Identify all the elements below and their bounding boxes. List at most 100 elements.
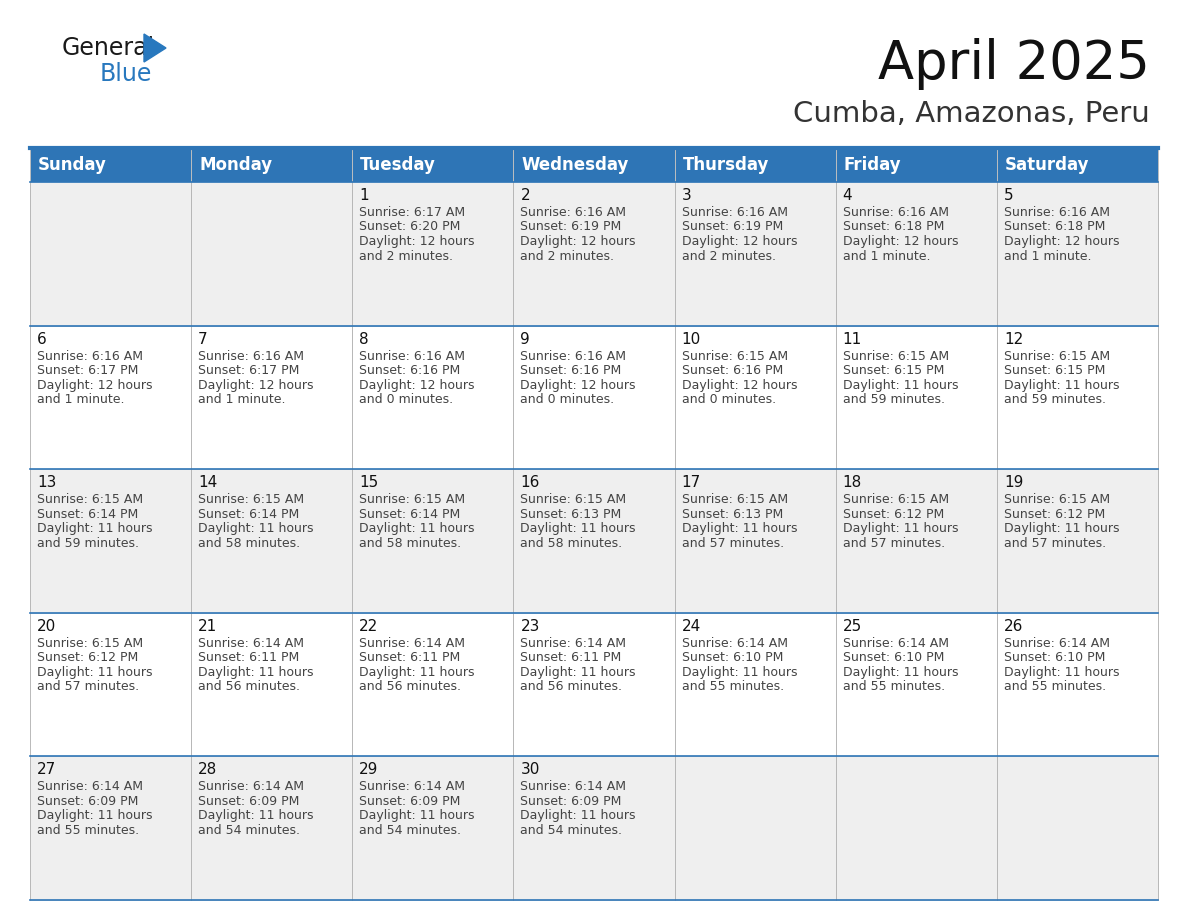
FancyBboxPatch shape [30,469,191,613]
Text: Daylight: 11 hours: Daylight: 11 hours [842,666,959,678]
Text: and 58 minutes.: and 58 minutes. [359,537,461,550]
Text: and 57 minutes.: and 57 minutes. [842,537,944,550]
Text: and 55 minutes.: and 55 minutes. [37,823,139,837]
FancyBboxPatch shape [675,326,835,469]
Text: and 56 minutes.: and 56 minutes. [520,680,623,693]
Text: Sunset: 6:20 PM: Sunset: 6:20 PM [359,220,461,233]
Text: Sunset: 6:18 PM: Sunset: 6:18 PM [1004,220,1105,233]
Text: 30: 30 [520,763,539,778]
FancyBboxPatch shape [997,613,1158,756]
Text: Thursday: Thursday [683,156,769,174]
Text: Sunset: 6:12 PM: Sunset: 6:12 PM [37,651,138,665]
Text: Sunset: 6:16 PM: Sunset: 6:16 PM [520,364,621,377]
Text: Daylight: 11 hours: Daylight: 11 hours [520,810,636,823]
FancyBboxPatch shape [30,182,191,326]
FancyBboxPatch shape [513,756,675,900]
Text: and 56 minutes.: and 56 minutes. [198,680,301,693]
Text: 3: 3 [682,188,691,203]
Text: and 57 minutes.: and 57 minutes. [1004,537,1106,550]
Text: Sunrise: 6:14 AM: Sunrise: 6:14 AM [1004,637,1110,650]
Text: and 0 minutes.: and 0 minutes. [682,393,776,406]
Text: 27: 27 [37,763,56,778]
Text: Sunday: Sunday [38,156,107,174]
Text: Sunrise: 6:14 AM: Sunrise: 6:14 AM [682,637,788,650]
Text: and 2 minutes.: and 2 minutes. [682,250,776,263]
FancyBboxPatch shape [513,613,675,756]
Text: Sunset: 6:17 PM: Sunset: 6:17 PM [198,364,299,377]
FancyBboxPatch shape [835,182,997,326]
Text: Tuesday: Tuesday [360,156,436,174]
Text: Sunset: 6:09 PM: Sunset: 6:09 PM [359,795,461,808]
Text: Daylight: 11 hours: Daylight: 11 hours [359,522,475,535]
Text: Sunrise: 6:15 AM: Sunrise: 6:15 AM [682,350,788,363]
Text: 6: 6 [37,331,46,347]
FancyBboxPatch shape [30,326,191,469]
FancyBboxPatch shape [353,148,513,182]
Text: Sunset: 6:11 PM: Sunset: 6:11 PM [198,651,299,665]
Text: Daylight: 11 hours: Daylight: 11 hours [682,666,797,678]
FancyBboxPatch shape [191,326,353,469]
Text: 23: 23 [520,619,539,633]
Text: and 1 minute.: and 1 minute. [198,393,285,406]
FancyBboxPatch shape [835,613,997,756]
Text: and 59 minutes.: and 59 minutes. [842,393,944,406]
Text: Daylight: 11 hours: Daylight: 11 hours [359,810,475,823]
Text: Sunrise: 6:14 AM: Sunrise: 6:14 AM [198,780,304,793]
Text: and 54 minutes.: and 54 minutes. [198,823,301,837]
Text: Daylight: 11 hours: Daylight: 11 hours [37,522,152,535]
Text: Monday: Monday [200,156,272,174]
FancyBboxPatch shape [191,148,353,182]
Text: Sunrise: 6:16 AM: Sunrise: 6:16 AM [198,350,304,363]
Text: Sunset: 6:15 PM: Sunset: 6:15 PM [842,364,944,377]
Text: Daylight: 12 hours: Daylight: 12 hours [520,235,636,248]
Text: and 2 minutes.: and 2 minutes. [520,250,614,263]
Text: Sunset: 6:17 PM: Sunset: 6:17 PM [37,364,138,377]
Text: Sunset: 6:18 PM: Sunset: 6:18 PM [842,220,944,233]
Text: Sunset: 6:15 PM: Sunset: 6:15 PM [1004,364,1105,377]
Text: Sunrise: 6:16 AM: Sunrise: 6:16 AM [520,206,626,219]
FancyBboxPatch shape [353,182,513,326]
FancyBboxPatch shape [353,756,513,900]
Text: Daylight: 11 hours: Daylight: 11 hours [359,666,475,678]
Text: Sunset: 6:09 PM: Sunset: 6:09 PM [520,795,621,808]
Text: and 54 minutes.: and 54 minutes. [520,823,623,837]
Text: 8: 8 [359,331,369,347]
FancyBboxPatch shape [835,148,997,182]
Text: Sunrise: 6:14 AM: Sunrise: 6:14 AM [520,780,626,793]
Text: and 1 minute.: and 1 minute. [842,250,930,263]
Text: 13: 13 [37,476,56,490]
FancyBboxPatch shape [191,182,353,326]
FancyBboxPatch shape [191,756,353,900]
Text: 2: 2 [520,188,530,203]
Text: Sunset: 6:10 PM: Sunset: 6:10 PM [842,651,944,665]
Text: 26: 26 [1004,619,1023,633]
Text: Sunrise: 6:17 AM: Sunrise: 6:17 AM [359,206,466,219]
Text: Daylight: 12 hours: Daylight: 12 hours [842,235,959,248]
Text: and 59 minutes.: and 59 minutes. [37,537,139,550]
Text: Sunrise: 6:16 AM: Sunrise: 6:16 AM [842,206,949,219]
Text: Sunset: 6:14 PM: Sunset: 6:14 PM [198,508,299,521]
Text: 4: 4 [842,188,852,203]
Text: Sunrise: 6:15 AM: Sunrise: 6:15 AM [37,637,143,650]
Text: Daylight: 11 hours: Daylight: 11 hours [842,522,959,535]
Text: Sunrise: 6:15 AM: Sunrise: 6:15 AM [1004,350,1110,363]
Text: Sunrise: 6:14 AM: Sunrise: 6:14 AM [359,637,466,650]
FancyBboxPatch shape [513,148,675,182]
Text: and 54 minutes.: and 54 minutes. [359,823,461,837]
Text: Sunset: 6:14 PM: Sunset: 6:14 PM [359,508,461,521]
Text: and 56 minutes.: and 56 minutes. [359,680,461,693]
Text: Cumba, Amazonas, Peru: Cumba, Amazonas, Peru [794,100,1150,128]
FancyBboxPatch shape [675,469,835,613]
Text: 9: 9 [520,331,530,347]
Text: Sunset: 6:14 PM: Sunset: 6:14 PM [37,508,138,521]
Text: Sunrise: 6:15 AM: Sunrise: 6:15 AM [1004,493,1110,506]
Text: 14: 14 [198,476,217,490]
Text: Sunrise: 6:15 AM: Sunrise: 6:15 AM [682,493,788,506]
Text: Sunrise: 6:16 AM: Sunrise: 6:16 AM [682,206,788,219]
Text: Sunset: 6:10 PM: Sunset: 6:10 PM [1004,651,1105,665]
Text: Sunrise: 6:14 AM: Sunrise: 6:14 AM [37,780,143,793]
Text: Sunrise: 6:15 AM: Sunrise: 6:15 AM [520,493,626,506]
Text: and 55 minutes.: and 55 minutes. [1004,680,1106,693]
Text: Saturday: Saturday [1005,156,1089,174]
Polygon shape [144,34,166,62]
